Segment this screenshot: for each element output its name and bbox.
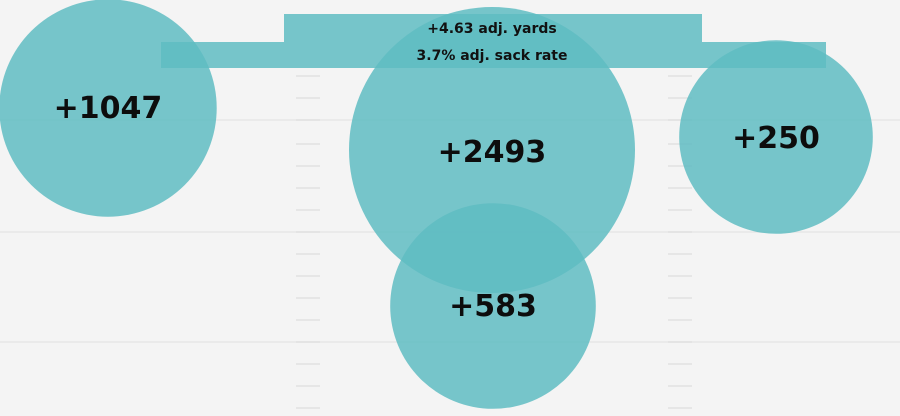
bar-label-1: 3.7% adj. sack rate [417, 48, 568, 64]
bubble-2 [679, 40, 873, 234]
bubble-1 [349, 7, 635, 293]
bubble-label-0: +1047 [54, 91, 163, 126]
bubble-label-1: +2493 [438, 135, 547, 170]
bubble-layer [0, 0, 873, 409]
bubble-0 [0, 0, 217, 217]
label-layer: +4.63 adj. yards 3.7% adj. sack rate +1047… [54, 21, 820, 324]
bubble-label-2: +250 [732, 121, 820, 156]
bubble-label-3: +583 [449, 289, 537, 324]
bar-label-0: +4.63 adj. yards [427, 21, 556, 37]
bubble-3 [390, 203, 596, 409]
